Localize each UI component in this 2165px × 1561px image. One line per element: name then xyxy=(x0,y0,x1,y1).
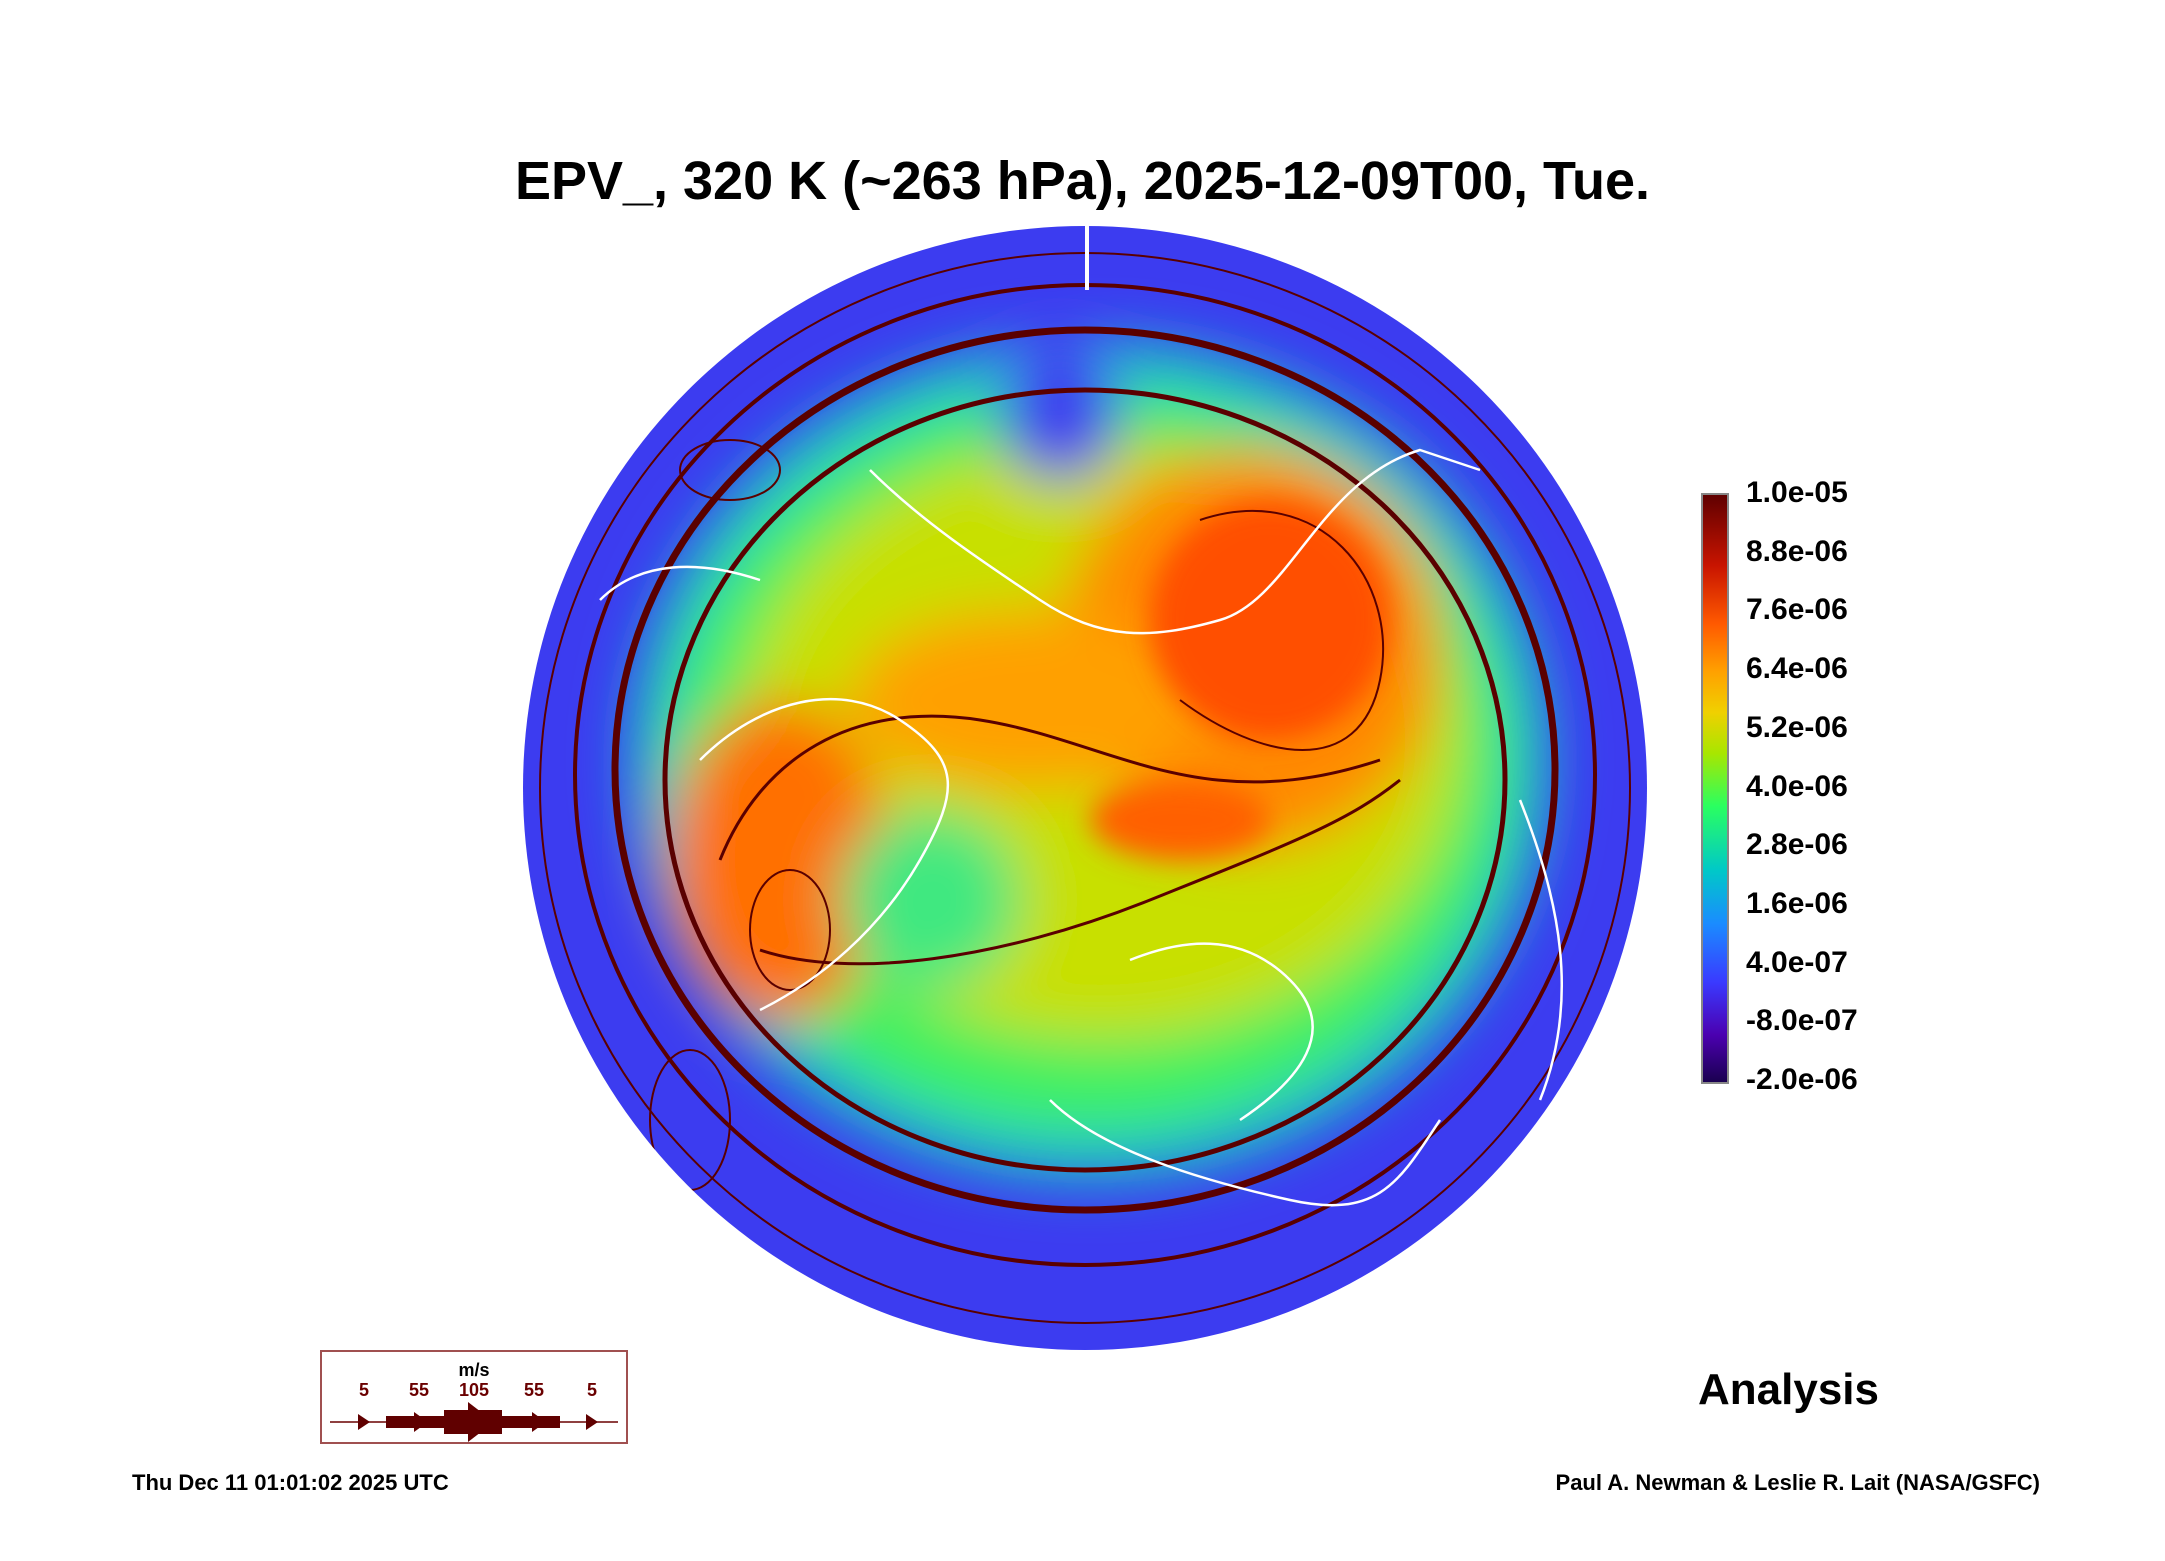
colorbar-label: 8.8e-06 xyxy=(1746,535,1848,568)
timestamp: Thu Dec 11 01:01:02 2025 UTC xyxy=(132,1470,449,1495)
wind-value: 55 xyxy=(523,1380,545,1400)
colorbar-label: 6.4e-06 xyxy=(1746,652,1848,685)
wind-value: 5 xyxy=(358,1380,370,1400)
wind-value: 55 xyxy=(408,1380,430,1400)
wind-speed-legend: m/s 5 55 105 55 5 xyxy=(320,1350,628,1444)
colorbar-label: 2.8e-06 xyxy=(1746,828,1848,861)
wind-value: 105 xyxy=(458,1380,490,1400)
wind-value: 5 xyxy=(586,1380,598,1400)
plot-title: EPV_, 320 K (~263 hPa), 2025-12-09T00, T… xyxy=(514,151,1651,211)
wind-unit: m/s xyxy=(458,1360,490,1380)
colorbar xyxy=(1701,493,1729,1084)
epv-field xyxy=(523,226,1647,1350)
colorbar-label: 5.2e-06 xyxy=(1746,711,1848,744)
colorbar-label: 4.0e-07 xyxy=(1746,946,1848,979)
coastlines xyxy=(599,448,1564,1207)
colorbar-label: 4.0e-06 xyxy=(1746,770,1848,803)
colorbar-label: -2.0e-06 xyxy=(1746,1063,1858,1096)
colorbar-label: 1.0e-05 xyxy=(1746,476,1848,509)
wind-arrow-scale xyxy=(330,1402,618,1442)
colorbar-label: -8.0e-07 xyxy=(1746,1004,1858,1037)
credit: Paul A. Newman & Leslie R. Lait (NASA/GS… xyxy=(1555,1470,2040,1495)
colorbar-label: 7.6e-06 xyxy=(1746,593,1848,626)
colorbar-label: 1.6e-06 xyxy=(1746,887,1848,920)
analysis-label: Analysis xyxy=(1698,1365,1879,1414)
